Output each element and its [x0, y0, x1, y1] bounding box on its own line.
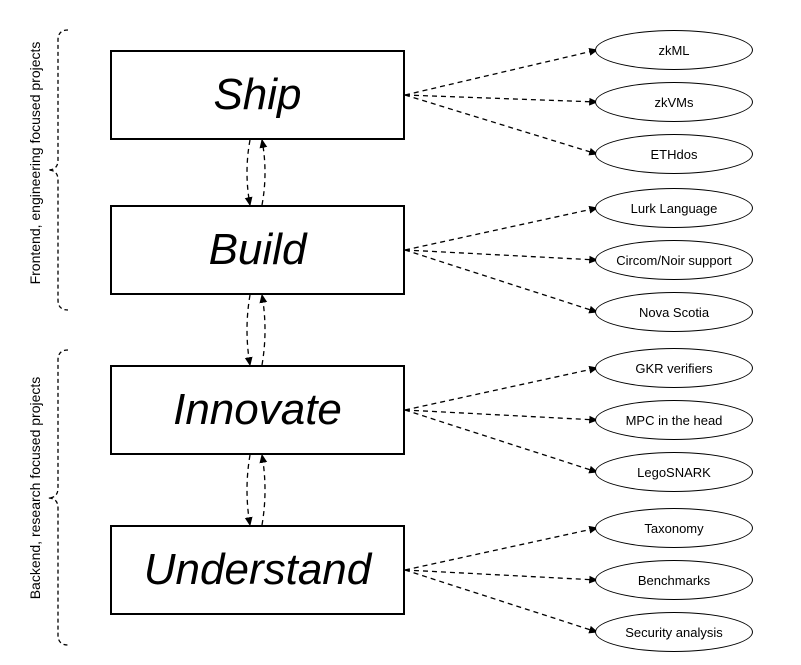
- item-label: Lurk Language: [631, 201, 718, 216]
- item-label: Circom/Noir support: [616, 253, 732, 268]
- stage-label: Innovate: [173, 385, 342, 435]
- item-legosnark: LegoSNARK: [595, 452, 753, 492]
- side-label-backend: Backend, research focused projects: [27, 338, 43, 638]
- item-security-analysis: Security analysis: [595, 612, 753, 652]
- item-ethdos: ETHdos: [595, 134, 753, 174]
- item-circom-noir-support: Circom/Noir support: [595, 240, 753, 280]
- stage-label: Understand: [144, 545, 371, 595]
- item-label: Security analysis: [625, 625, 723, 640]
- item-label: Benchmarks: [638, 573, 710, 588]
- stage-box-build: Build: [110, 205, 405, 295]
- stage-box-understand: Understand: [110, 525, 405, 615]
- item-label: LegoSNARK: [637, 465, 711, 480]
- item-label: ETHdos: [651, 147, 698, 162]
- item-label: Taxonomy: [644, 521, 703, 536]
- side-label-frontend: Frontend, engineering focused projects: [27, 13, 43, 313]
- item-gkr-verifiers: GKR verifiers: [595, 348, 753, 388]
- item-lurk-language: Lurk Language: [595, 188, 753, 228]
- item-label: zkML: [658, 43, 689, 58]
- stage-box-ship: Ship: [110, 50, 405, 140]
- item-zkml: zkML: [595, 30, 753, 70]
- item-zkvms: zkVMs: [595, 82, 753, 122]
- item-label: GKR verifiers: [635, 361, 712, 376]
- item-label: MPC in the head: [626, 413, 723, 428]
- stage-box-innovate: Innovate: [110, 365, 405, 455]
- item-benchmarks: Benchmarks: [595, 560, 753, 600]
- item-label: zkVMs: [655, 95, 694, 110]
- item-taxonomy: Taxonomy: [595, 508, 753, 548]
- item-label: Nova Scotia: [639, 305, 709, 320]
- stage-label: Build: [209, 225, 307, 275]
- item-mpc-in-the-head: MPC in the head: [595, 400, 753, 440]
- item-nova-scotia: Nova Scotia: [595, 292, 753, 332]
- stage-label: Ship: [213, 70, 301, 120]
